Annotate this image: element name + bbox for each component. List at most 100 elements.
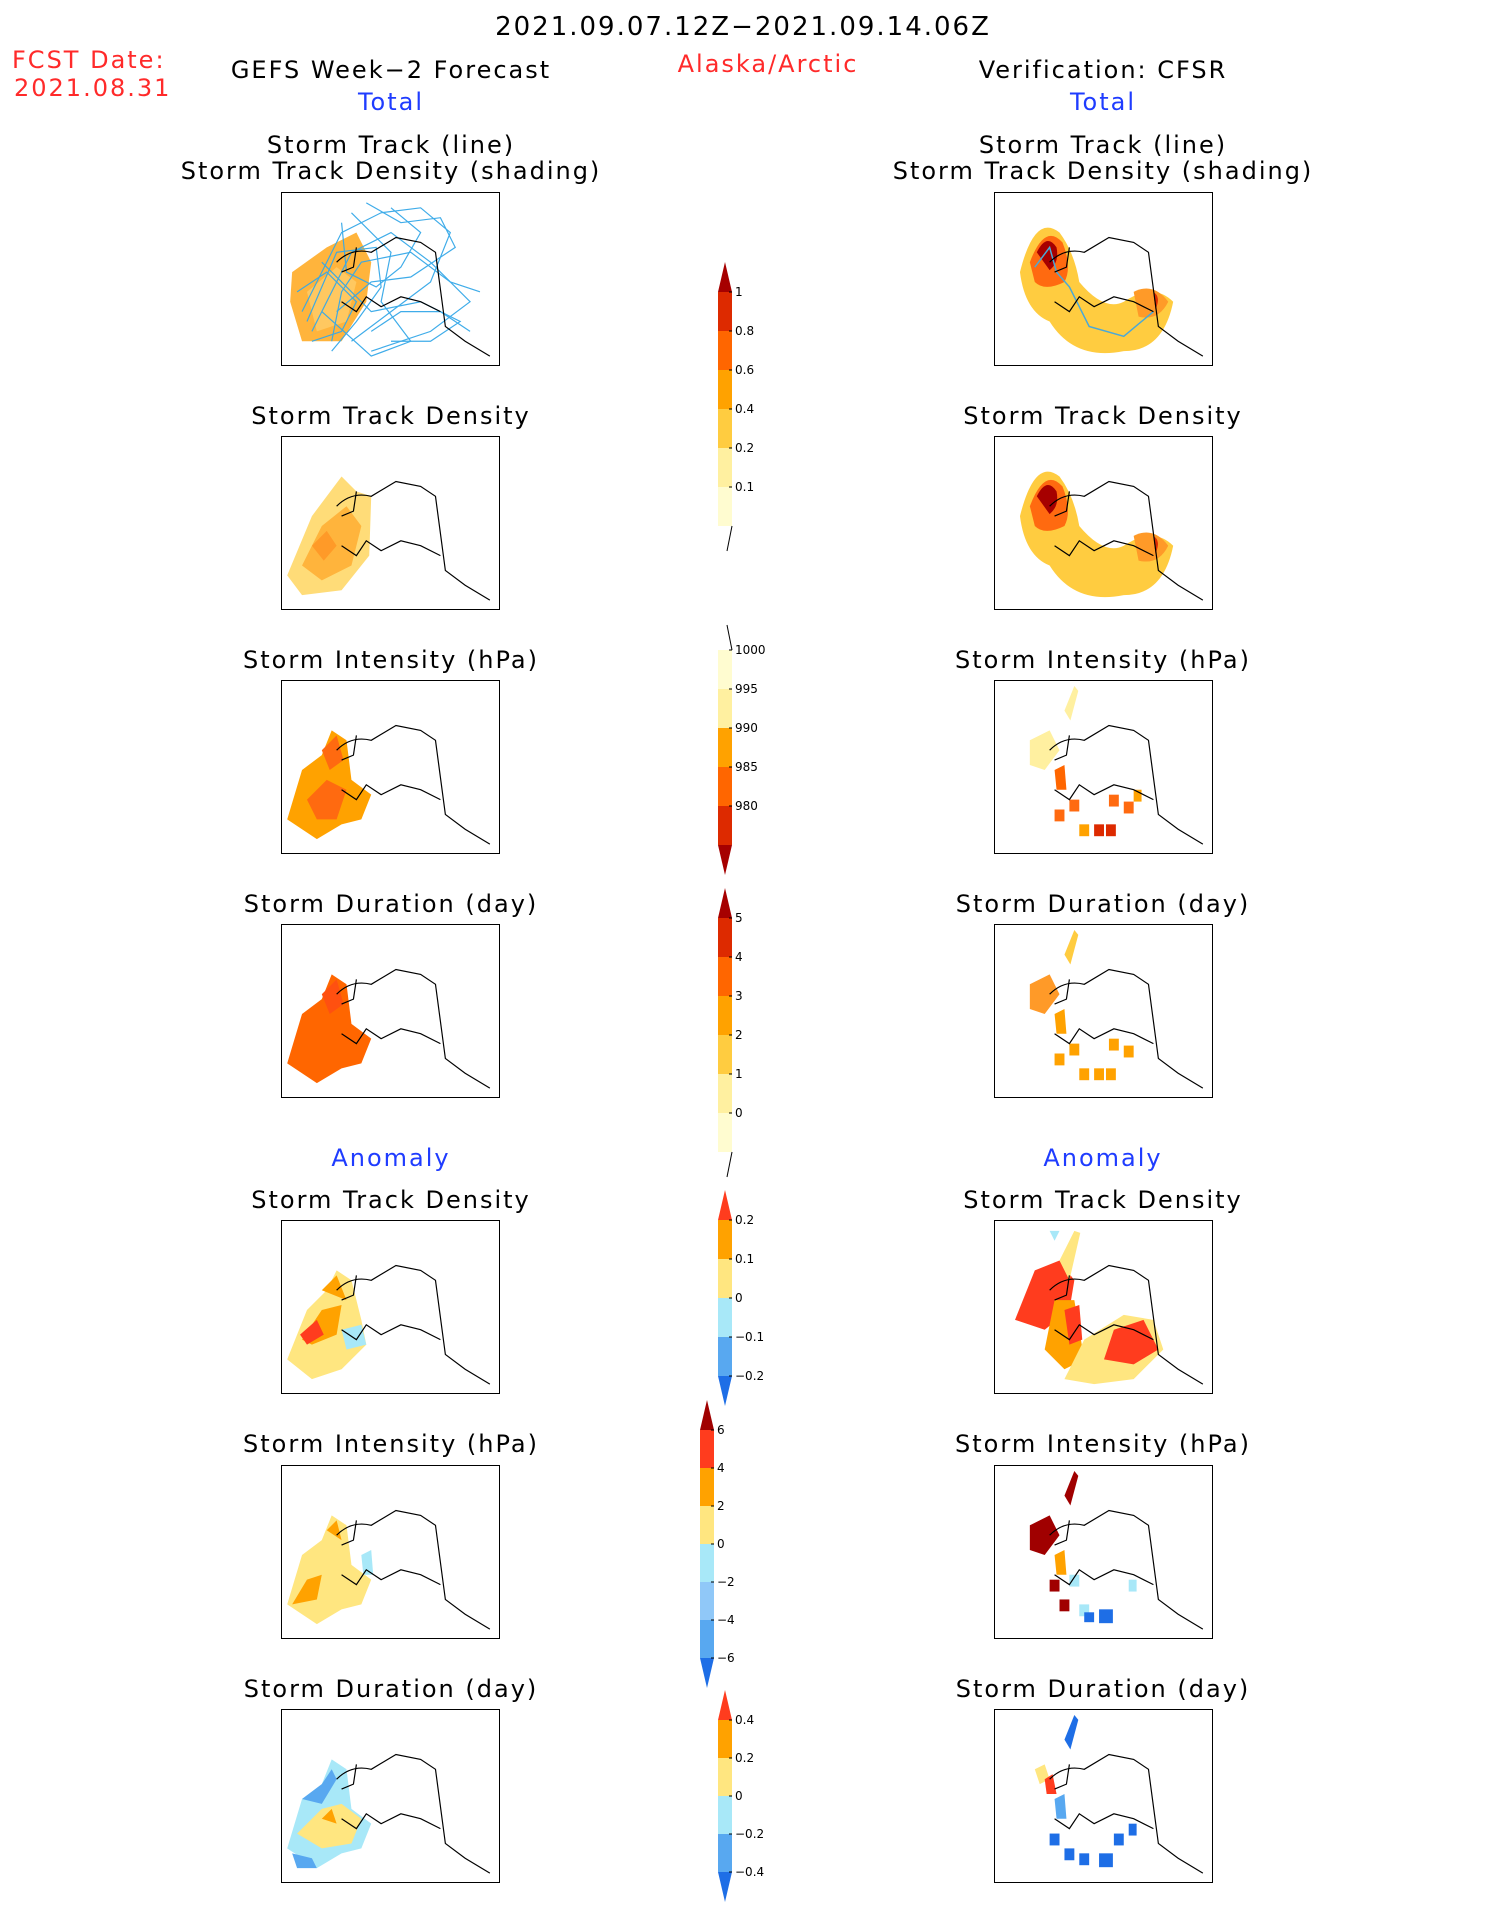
- colorbar-swatch: [718, 1834, 732, 1872]
- colorbar-tick-label: 4: [735, 950, 743, 964]
- colorbar-swatch: [718, 1259, 732, 1298]
- colorbar-tick-label: 1: [735, 285, 743, 299]
- colorbar-arrow-top: [718, 888, 732, 918]
- colorbar-tick-label: 980: [735, 799, 758, 813]
- colorbar-swatch: [718, 728, 732, 767]
- colorbar-density-total: 1 0.8 0.6 0.4 0.2 0.1: [718, 262, 778, 552]
- colorbar-tick-label: −2: [717, 1575, 735, 1589]
- left-anom-duration-title: Storm Duration (day): [243, 1675, 539, 1703]
- colorbar-swatch: [700, 1544, 714, 1582]
- colorbar-swatch: [718, 1720, 732, 1758]
- colorbar-swatch: [718, 650, 732, 689]
- colorbar-swatch: [718, 996, 732, 1035]
- colorbar-swatch: [718, 1074, 732, 1113]
- colorbar-intensity-total: 1000 995 990 985 980: [718, 624, 778, 879]
- map-obs-density: [994, 436, 1213, 610]
- colorbar-swatch: [718, 689, 732, 728]
- colorbar-swatch: [718, 292, 732, 331]
- left-anom-density-title: Storm Track Density: [251, 1186, 531, 1214]
- colorbar-swatch: [718, 370, 732, 409]
- colorbar-tick-label: 0: [735, 1106, 743, 1120]
- colorbar-tick-label: 0.2: [735, 1751, 754, 1765]
- colorbar-arrow-bottom: [718, 845, 732, 875]
- colorbar-duration-anom: 0.4 0.2 0 −0.2 −0.4: [718, 1690, 778, 1906]
- colorbar-tick-label: 6: [717, 1423, 725, 1437]
- colorbar-swatch: [718, 918, 732, 957]
- verification-title: Verification: CFSR: [978, 56, 1228, 84]
- right-track-shading-title: Storm Track Density (shading): [892, 157, 1314, 185]
- colorbar-arrow-top: [718, 262, 732, 292]
- colorbar-tick-label: 0.8: [735, 324, 754, 338]
- right-anom-intensity-title: Storm Intensity (hPa): [955, 1430, 1251, 1458]
- left-anom-intensity-title: Storm Intensity (hPa): [243, 1430, 539, 1458]
- left-track-line-title: Storm Track (line): [266, 131, 516, 159]
- colorbar-tick-label: 0.4: [735, 1713, 754, 1727]
- right-duration-title: Storm Duration (day): [955, 890, 1251, 918]
- colorbar-tick-label: −6: [717, 1651, 735, 1665]
- colorbar-swatch: [718, 331, 732, 370]
- colorbar-arrow-bottom: [700, 1658, 714, 1688]
- map-obs-duration: [994, 924, 1213, 1098]
- region-title: Alaska/Arctic: [677, 50, 859, 78]
- colorbar-swatch: [700, 1468, 714, 1506]
- fcst-date-value: 2021.08.31: [14, 74, 172, 102]
- right-total-label: Total: [1069, 88, 1137, 116]
- left-anomaly-label: Anomaly: [331, 1144, 451, 1172]
- colorbar-tick-label: 0: [735, 1789, 743, 1803]
- colorbar-tick-label: 985: [735, 760, 758, 774]
- map-obs-track: [994, 192, 1213, 366]
- map-obs-intensity: [994, 680, 1213, 854]
- colorbar-tick-label: −0.1: [735, 1330, 764, 1344]
- map-fcst-anom-duration: [281, 1709, 500, 1883]
- map-fcst-duration: [281, 924, 500, 1098]
- colorbar-swatch: [718, 1796, 732, 1834]
- colorbar-swatch: [718, 1337, 732, 1376]
- colorbar-tick-label: 5: [735, 911, 743, 925]
- colorbar-tick-label: 990: [735, 721, 758, 735]
- colorbar-tick-label: 0: [717, 1537, 725, 1551]
- right-anom-density-title: Storm Track Density: [963, 1186, 1243, 1214]
- colorbar-tick-label: 1: [735, 1067, 743, 1081]
- left-total-label: Total: [357, 88, 425, 116]
- colorbar-tick-label: 0.6: [735, 363, 754, 377]
- colorbar-tick-label: 0.2: [735, 1213, 754, 1227]
- colorbar-tick-label: 2: [717, 1499, 725, 1513]
- map-fcst-anom-density: [281, 1220, 500, 1394]
- colorbar-tick-label: −0.2: [735, 1369, 764, 1383]
- colorbar-arrow-bottom: [718, 1872, 732, 1902]
- colorbar-duration-total: 5 4 3 2 1 0: [718, 888, 778, 1178]
- colorbar-swatch: [718, 1298, 732, 1337]
- right-anom-duration-title: Storm Duration (day): [955, 1675, 1251, 1703]
- map-obs-anom-density: [994, 1220, 1213, 1394]
- colorbar-tick-label: 4: [717, 1461, 725, 1475]
- colorbar-swatch: [718, 1113, 732, 1152]
- map-obs-anom-duration: [994, 1709, 1213, 1883]
- left-duration-title: Storm Duration (day): [243, 890, 539, 918]
- colorbar-swatch: [718, 1758, 732, 1796]
- colorbar-swatch: [718, 806, 732, 845]
- colorbar-swatch: [718, 767, 732, 806]
- fcst-date-label: FCST Date:: [12, 46, 166, 74]
- colorbar-tick-label: 0.1: [735, 1252, 754, 1266]
- colorbar-intensity-anom: 6 4 2 0 −2 −4 −6: [700, 1400, 760, 1692]
- colorbar-tail: [726, 1151, 733, 1178]
- left-intensity-title: Storm Intensity (hPa): [243, 646, 539, 674]
- colorbar-tick-label: −0.4: [735, 1865, 764, 1879]
- colorbar-arrow-top: [700, 1400, 714, 1430]
- colorbar-swatch: [700, 1430, 714, 1468]
- right-density-title: Storm Track Density: [963, 402, 1243, 430]
- forecast-model-title: GEFS Week−2 Forecast: [230, 56, 552, 84]
- colorbar-tick-label: 3: [735, 989, 743, 1003]
- colorbar-swatch: [718, 487, 732, 526]
- colorbar-tick-label: −4: [717, 1613, 735, 1627]
- colorbar-swatch: [718, 409, 732, 448]
- left-density-title: Storm Track Density: [251, 402, 531, 430]
- map-fcst-anom-intensity: [281, 1465, 500, 1639]
- colorbar-tick-label: −0.2: [735, 1827, 764, 1841]
- period-title: 2021.09.07.12Z−2021.09.14.06Z: [495, 12, 991, 42]
- colorbar-tail: [726, 624, 733, 651]
- colorbar-tick-label: 0.2: [735, 441, 754, 455]
- colorbar-tick-label: 995: [735, 682, 758, 696]
- right-track-line-title: Storm Track (line): [978, 131, 1228, 159]
- colorbar-swatch: [718, 448, 732, 487]
